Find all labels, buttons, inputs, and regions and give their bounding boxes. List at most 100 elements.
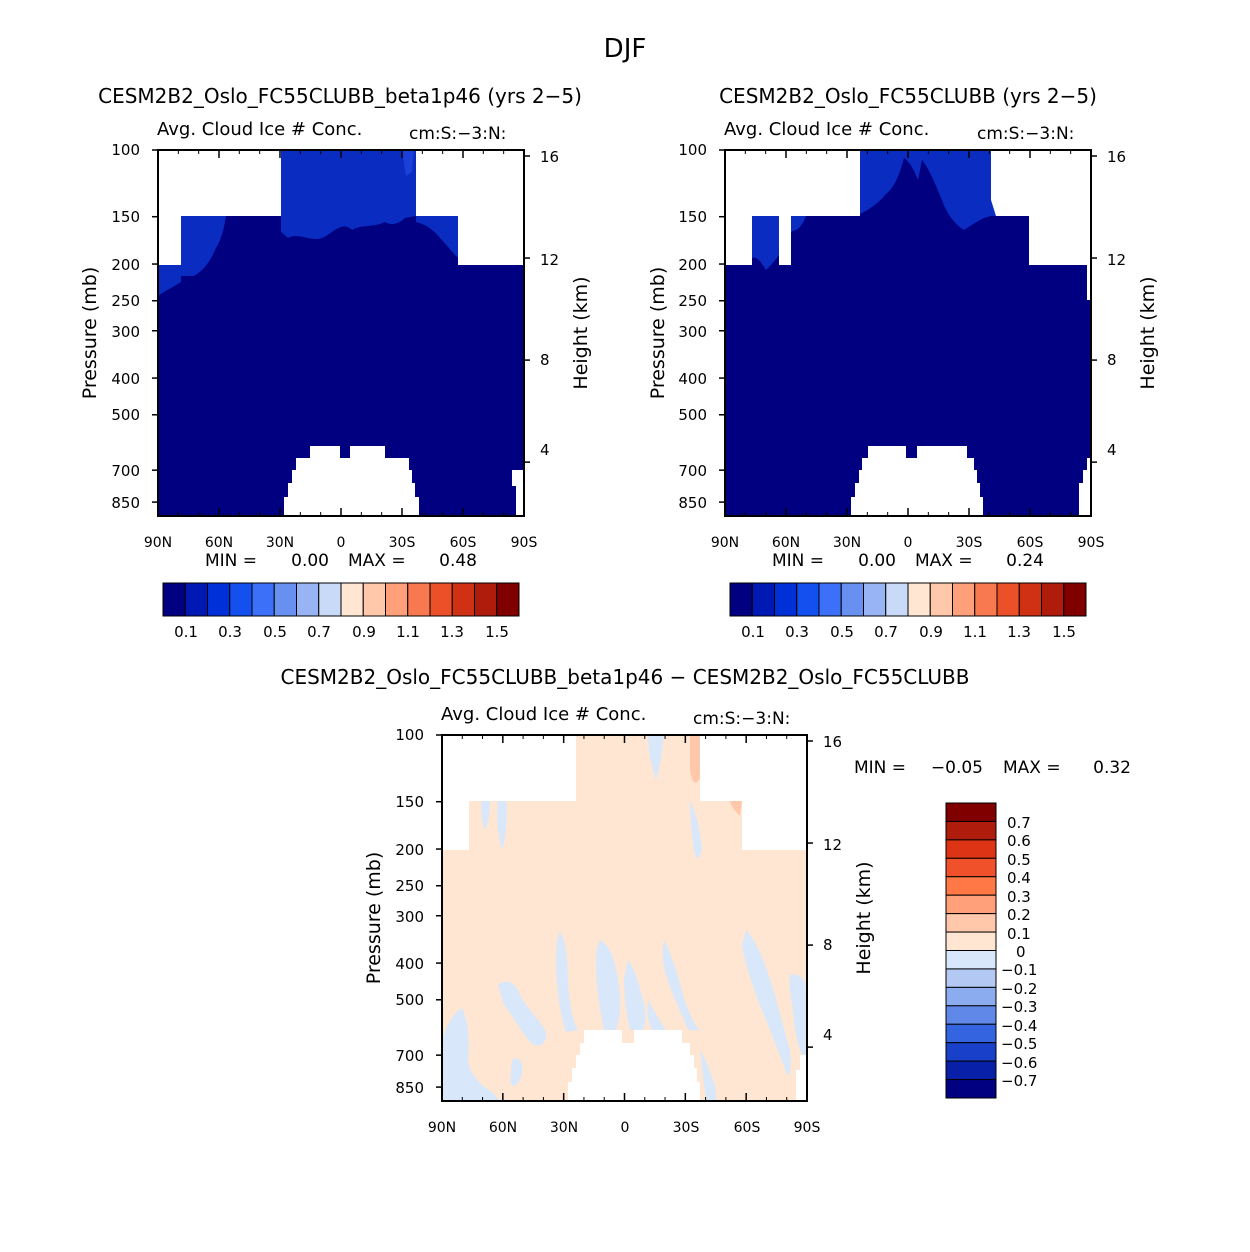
colorbar-swatch bbox=[945, 986, 997, 1007]
panel-b-ytick: 500 bbox=[678, 406, 707, 424]
panel-c-field-pos-peak bbox=[690, 735, 700, 783]
panel-c-ticks bbox=[436, 734, 813, 1101]
panel-c-cb-label: 0.3 bbox=[1007, 888, 1031, 906]
panel-c-field-neg-14 bbox=[481, 801, 490, 830]
colorbar-swatch bbox=[407, 582, 431, 617]
colorbar-swatch bbox=[273, 582, 297, 617]
panel-b-cb-label: 0.5 bbox=[830, 623, 854, 641]
panel-a-y2tick: 16 bbox=[540, 148, 559, 166]
panel-b-ytick: 850 bbox=[678, 494, 707, 512]
panel-b-ytick: 700 bbox=[678, 462, 707, 480]
colorbar-swatch bbox=[1041, 582, 1065, 617]
panel-c-cb-label: 0 bbox=[1016, 943, 1026, 961]
colorbar-swatch bbox=[296, 582, 320, 617]
panel-c-ytick: 100 bbox=[395, 726, 424, 744]
colorbar-swatch bbox=[318, 582, 342, 617]
panel-a-xtick: 30N bbox=[266, 535, 294, 551]
panel-b-field-mid bbox=[791, 216, 806, 232]
panel-a-cb-label: 1.5 bbox=[485, 623, 509, 641]
panel-b-cb-label: 0.9 bbox=[919, 623, 943, 641]
panel-b-max-label: MAX = bbox=[915, 551, 973, 571]
panel-a-ytick: 150 bbox=[111, 208, 140, 226]
panel-a-ticks bbox=[152, 149, 530, 516]
panel-b-field-left bbox=[752, 216, 779, 270]
panel-a-title: CESM2B2_Oslo_FC55CLUBB_beta1p46 (yrs 2−5… bbox=[98, 84, 582, 108]
colorbar-swatch bbox=[945, 857, 997, 878]
panel-a-field-right bbox=[416, 216, 458, 258]
colorbar-swatch bbox=[840, 582, 864, 617]
colorbar-swatch bbox=[229, 582, 253, 617]
panel-b-ytick: 150 bbox=[678, 208, 707, 226]
panel-c-xtick: 90S bbox=[794, 1120, 821, 1136]
panel-b-max-value: 0.24 bbox=[1006, 551, 1044, 571]
panel-c-field-neg-7 bbox=[647, 1000, 666, 1030]
colorbar-swatch bbox=[929, 582, 953, 617]
panel-c-cb-label: −0.6 bbox=[1001, 1054, 1037, 1072]
panel-b-units: cm:S:−3:N: bbox=[977, 124, 1074, 144]
colorbar-swatch bbox=[945, 876, 997, 896]
panel-b-field-right bbox=[991, 200, 996, 216]
panel-c-cb-label: −0.2 bbox=[1001, 980, 1037, 998]
panel-c-cb-label: −0.3 bbox=[1001, 998, 1037, 1016]
panel-b-plot-area bbox=[725, 150, 1091, 516]
panel-c-plot-area bbox=[442, 735, 807, 1101]
panel-c-field-neg-2 bbox=[498, 981, 547, 1046]
colorbar-swatch bbox=[945, 839, 997, 859]
colorbar-swatch bbox=[945, 950, 997, 970]
panel-a-cb-label: 1.3 bbox=[440, 623, 464, 641]
colorbar-swatch bbox=[362, 582, 386, 617]
panel-c-ytick: 250 bbox=[395, 877, 424, 895]
panel-c-ytick: 300 bbox=[395, 908, 424, 926]
panel-c-cb-label: 0.2 bbox=[1007, 906, 1031, 924]
panel-a-missing-surface bbox=[158, 446, 524, 516]
panel-a-field-left bbox=[181, 216, 226, 276]
panel-b-field-upper bbox=[860, 150, 991, 230]
panel-c-max-value: 0.32 bbox=[1093, 758, 1131, 778]
panel-b-ytick: 300 bbox=[678, 323, 707, 341]
panel-c-min-value: −0.05 bbox=[931, 758, 983, 778]
panel-c-y2tick: 8 bbox=[823, 936, 833, 954]
panel-c-cb-label: 0.7 bbox=[1007, 814, 1031, 832]
panel-c-field-neg-3 bbox=[510, 1058, 523, 1086]
colorbar-swatch bbox=[945, 1060, 997, 1081]
panel-a-plot-area bbox=[158, 150, 524, 516]
colorbar-swatch bbox=[945, 913, 997, 933]
panel-a-subtitle: Avg. Cloud Ice # Conc. bbox=[157, 119, 362, 140]
panel-b-xtick: 60S bbox=[1017, 535, 1044, 551]
panel-a-cb-label: 0.9 bbox=[352, 623, 376, 641]
panel-b-ytick: 100 bbox=[678, 141, 707, 159]
panel-a-cb-label: 0.1 bbox=[174, 623, 198, 641]
panel-c-cb-label: −0.5 bbox=[1001, 1035, 1037, 1053]
panel-a-min-label: MIN = bbox=[205, 551, 257, 571]
panel-a-y2tick: 12 bbox=[540, 251, 559, 269]
panel-b-cb-label: 0.3 bbox=[785, 623, 809, 641]
panel-b-y2tick: 4 bbox=[1107, 441, 1117, 459]
panel-a-max-value: 0.48 bbox=[439, 551, 477, 571]
panel-b-xtick: 90N bbox=[711, 535, 739, 551]
panel-b-cb-label: 1.1 bbox=[963, 623, 987, 641]
panel-c-field-neg-5 bbox=[596, 940, 621, 1030]
panel-b-title: CESM2B2_Oslo_FC55CLUBB (yrs 2−5) bbox=[719, 84, 1097, 108]
panel-c-cb-label: −0.7 bbox=[1001, 1072, 1037, 1090]
panel-c-cb-label: −0.1 bbox=[1001, 961, 1037, 979]
panel-b-y2tick: 16 bbox=[1107, 148, 1126, 166]
panel-a-xtick: 60S bbox=[450, 535, 477, 551]
panel-a-ytick: 850 bbox=[111, 494, 140, 512]
panel-b-xtick: 30N bbox=[833, 535, 861, 551]
panel-c-xtick: 30S bbox=[673, 1120, 700, 1136]
colorbar-swatch bbox=[945, 1042, 997, 1062]
panel-c-ylabel: Pressure (mb) bbox=[363, 852, 385, 985]
panel-b-ytick: 200 bbox=[678, 256, 707, 274]
panel-c-field-neg-9 bbox=[742, 930, 791, 1075]
colorbar-swatch bbox=[774, 582, 798, 617]
panel-c-cb-label: 0.4 bbox=[1007, 869, 1031, 887]
panel-b-y2label: Height (km) bbox=[1137, 276, 1159, 389]
panel-c-units: cm:S:−3:N: bbox=[693, 709, 790, 729]
panel-a-cb-label: 0.3 bbox=[218, 623, 242, 641]
panel-c-min-label: MIN = bbox=[854, 758, 906, 778]
panel-a-cb-label: 1.1 bbox=[396, 623, 420, 641]
panel-b-ticks bbox=[719, 149, 1097, 516]
panel-b-ytick: 400 bbox=[678, 370, 707, 388]
panel-b-subtitle: Avg. Cloud Ice # Conc. bbox=[724, 119, 929, 140]
